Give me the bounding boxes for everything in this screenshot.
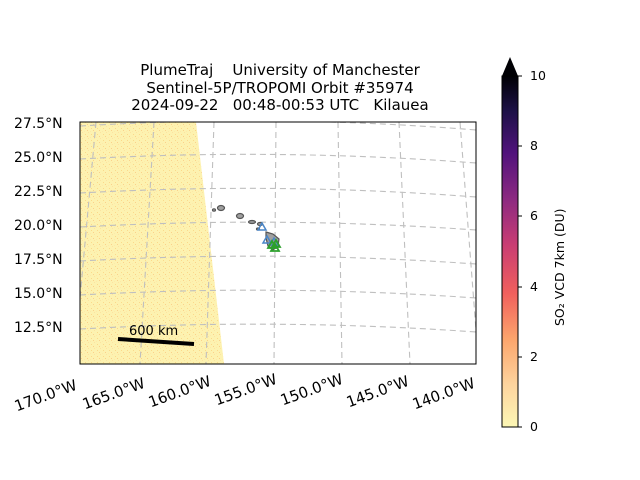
lat-label: 15.0°N: [14, 286, 63, 302]
volcano-markers: [256, 221, 282, 252]
triangle-marker-blue: [256, 221, 268, 231]
map-border: [79, 121, 477, 365]
title-line-3: 2024-09-22 00:48-00:53 UTC Kilauea: [131, 96, 429, 114]
satellite-swath: [80, 122, 224, 364]
lat-label: 22.5°N: [14, 184, 63, 200]
triangle-marker-green: [269, 242, 281, 252]
lat-label: 17.5°N: [14, 252, 63, 268]
colorbar-tick-label: 4: [530, 279, 538, 294]
colorbar-tick-label: 0: [530, 419, 538, 434]
colorbar-tick-label: 2: [530, 349, 538, 364]
colorbar-tick-label: 6: [530, 208, 538, 223]
title-line-2: Sentinel-5P/TROPOMI Orbit #35974: [146, 79, 414, 97]
lat-label: 27.5°N: [14, 116, 63, 132]
scale-bar: [117, 337, 195, 346]
lat-label: 12.5°N: [14, 320, 63, 336]
colorbar: [501, 75, 519, 428]
lat-label: 25.0°N: [14, 150, 63, 166]
colorbar-tick-label: 10: [530, 68, 546, 83]
colorbar-ticks: [518, 75, 522, 428]
lat-label: 20.0°N: [14, 218, 63, 234]
scale-bar-label: 600 km: [129, 324, 179, 339]
title-line-1: PlumeTraj University of Manchester: [140, 61, 420, 79]
colorbar-extend-arrow: [502, 57, 518, 76]
colorbar-label: SO₂ VCD 7km (DU): [552, 208, 567, 326]
triangle-marker-blue: [261, 234, 273, 244]
colorbar-tick-label: 8: [530, 138, 538, 153]
